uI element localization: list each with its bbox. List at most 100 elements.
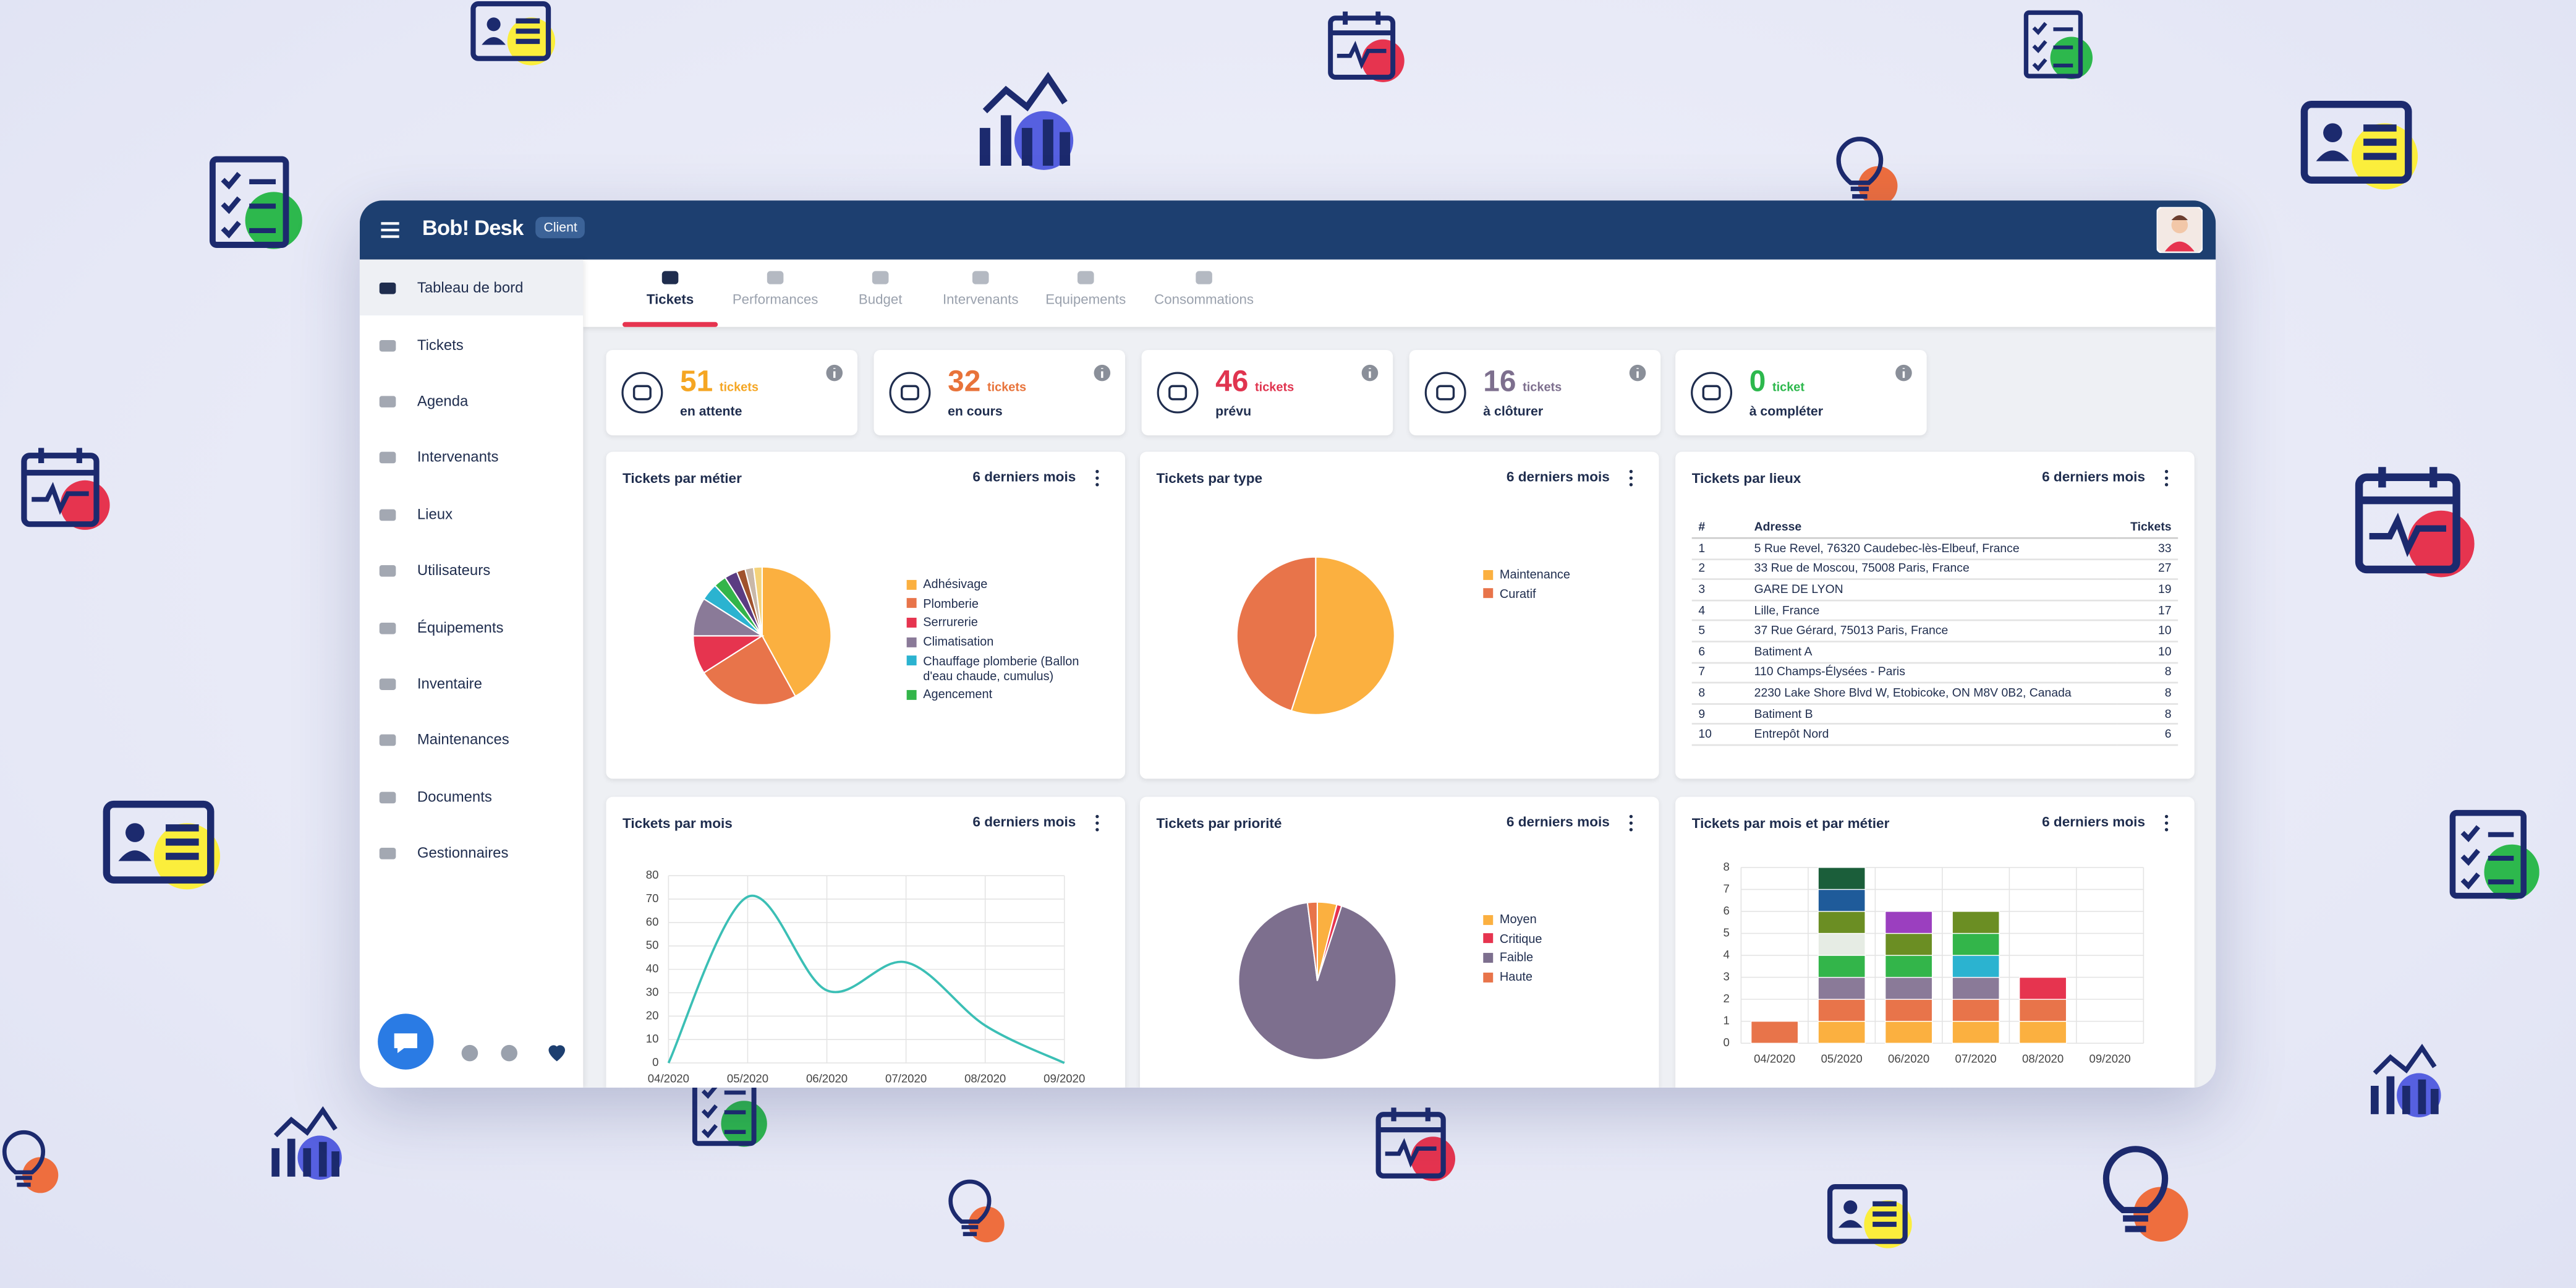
tab[interactable]: Equipements <box>1020 260 1152 327</box>
info-icon[interactable] <box>825 363 844 383</box>
tab-bar: Tickets Performances Budget Intervenants Equ… <box>583 259 2216 327</box>
table-row: 3 GARE DE LYON 19 <box>1691 579 2179 601</box>
legend-swatch <box>1483 914 1494 924</box>
info-button[interactable] <box>461 1044 478 1062</box>
legend-label: Faible <box>1499 950 1534 965</box>
legend-item[interactable]: Faible <box>1483 950 1680 965</box>
menu-dot <box>1095 483 1099 487</box>
widget-title: Tickets par lieux <box>1691 469 1801 487</box>
kpi-icon-glyph <box>1702 385 1721 401</box>
legend-item[interactable]: Critique <box>1483 931 1680 946</box>
legend-label: Moyen <box>1499 911 1537 927</box>
info-icon[interactable] <box>1360 363 1380 383</box>
kpi-unit: tickets <box>987 379 1027 395</box>
tab[interactable]: Consommations <box>1138 260 1270 327</box>
chat-icon <box>394 1033 417 1054</box>
theme-button[interactable] <box>501 1044 517 1062</box>
period-filter[interactable]: 6 derniers mois <box>972 468 1076 485</box>
menu-button[interactable] <box>380 220 402 240</box>
legend-item[interactable]: Moyen <box>1483 912 1680 927</box>
kpi-main: 51 tickets <box>680 365 759 399</box>
icon-checklist <box>2452 813 2539 900</box>
nav-item[interactable]: Utilisateurs <box>360 542 583 599</box>
nav-item[interactable]: Lieux <box>360 485 583 542</box>
table-cell: 1 <box>1691 538 1748 560</box>
nav-item[interactable]: Maintenances <box>360 712 583 768</box>
legend-item[interactable]: Curatif <box>1483 586 1680 601</box>
tab[interactable]: Budget <box>815 260 946 327</box>
legend-item[interactable]: Agencement <box>906 688 1104 702</box>
avatar[interactable] <box>2156 207 2203 254</box>
legend-swatch <box>906 579 917 589</box>
column-header: Adresse <box>1748 516 2117 539</box>
nav-glyph <box>379 565 396 577</box>
tab[interactable]: Tickets <box>605 260 736 327</box>
kpi-icon-glyph <box>900 385 919 401</box>
table-cell: Lille, France <box>1748 600 2117 622</box>
icon-bulb <box>1838 139 1897 206</box>
x-tick-label: 04/2020 <box>1754 1052 1795 1065</box>
kpi-icon-glyph <box>632 385 652 401</box>
legend-item[interactable]: Haute <box>1483 970 1680 984</box>
period-filter[interactable]: 6 derniers mois <box>972 813 1076 830</box>
tab-label: Budget <box>858 291 903 307</box>
widget-menu[interactable] <box>1092 813 1102 833</box>
favorite-button[interactable] <box>548 1045 566 1062</box>
legend-label: Climatisation <box>923 634 994 649</box>
table-cell: Batiment A <box>1748 641 2117 663</box>
legend-swatch <box>1483 933 1494 944</box>
legend-item[interactable]: Adhésivage <box>906 577 1104 592</box>
period-filter[interactable]: 6 derniers mois <box>1506 813 1610 830</box>
table-cell: 37 Rue Gérard, 75013 Paris, France <box>1748 621 2117 642</box>
legend-item[interactable]: Plomberie <box>906 596 1104 611</box>
widget-menu[interactable] <box>1626 813 1636 833</box>
legend-item[interactable]: Maintenance <box>1483 567 1680 582</box>
period-filter[interactable]: 6 derniers mois <box>2042 468 2146 485</box>
icon-bulb <box>2106 1149 2188 1242</box>
nav-item[interactable]: Documents <box>360 768 583 824</box>
nav-item[interactable]: Tickets <box>360 316 583 372</box>
table-cell: 10 <box>1691 724 1748 746</box>
tab[interactable]: Performances <box>710 260 841 327</box>
bar-segment <box>1817 867 1866 890</box>
x-tick-label: 08/2020 <box>964 1072 1006 1085</box>
nav-item[interactable]: Intervenants <box>360 429 583 485</box>
info-icon[interactable] <box>1092 363 1112 383</box>
x-tick-label: 07/2020 <box>885 1072 927 1085</box>
nav-item[interactable]: Agenda <box>360 373 583 429</box>
nav-item[interactable]: Inventaire <box>360 655 583 711</box>
period-filter[interactable]: 6 derniers mois <box>1506 468 1610 485</box>
logo: Bob! Desk <box>422 215 524 240</box>
info-icon[interactable] <box>1628 363 1647 383</box>
tab[interactable]: Intervenants <box>915 260 1047 327</box>
legend-item[interactable]: Chauffage plomberie (Ballon d'eau chaude… <box>906 654 1104 683</box>
kpi-value: 46 <box>1215 364 1249 398</box>
widget-menu[interactable] <box>2162 813 2172 833</box>
main-content: Tickets Performances Budget Intervenants Equ… <box>583 259 2216 1088</box>
widget-menu[interactable] <box>1626 468 1636 488</box>
period-filter[interactable]: 6 derniers mois <box>2042 813 2146 830</box>
legend-item[interactable]: Climatisation <box>906 634 1104 649</box>
table-cell: 2230 Lake Shore Blvd W, Etobicoke, ON M8… <box>1748 683 2117 705</box>
x-tick-label: 06/2020 <box>1888 1052 1929 1065</box>
info-icon[interactable] <box>1894 363 1914 383</box>
widget-title: Tickets par métier <box>623 469 742 487</box>
nav-item[interactable]: Gestionnaires <box>360 825 583 881</box>
legend-swatch <box>906 598 917 608</box>
table-cell: 10 <box>2117 641 2179 663</box>
pie-slice <box>761 566 832 697</box>
y-tick-label: 3 <box>1723 970 1729 983</box>
nav-item[interactable]: Équipements <box>360 599 583 655</box>
legend-swatch <box>1483 588 1494 599</box>
legend-item[interactable]: Serrurerie <box>906 615 1104 630</box>
widget-menu[interactable] <box>1092 468 1102 488</box>
icon-card <box>473 4 555 65</box>
y-tick-label: 6 <box>1723 904 1729 917</box>
menu-dot <box>2164 814 2169 819</box>
widget-menu[interactable] <box>2162 468 2172 488</box>
nav-item[interactable]: Tableau de bord <box>359 259 584 317</box>
bar-segment <box>1885 1020 1933 1044</box>
tab-label: Performances <box>732 291 818 307</box>
y-tick-label: 80 <box>646 868 659 881</box>
y-tick-label: 0 <box>652 1056 658 1068</box>
